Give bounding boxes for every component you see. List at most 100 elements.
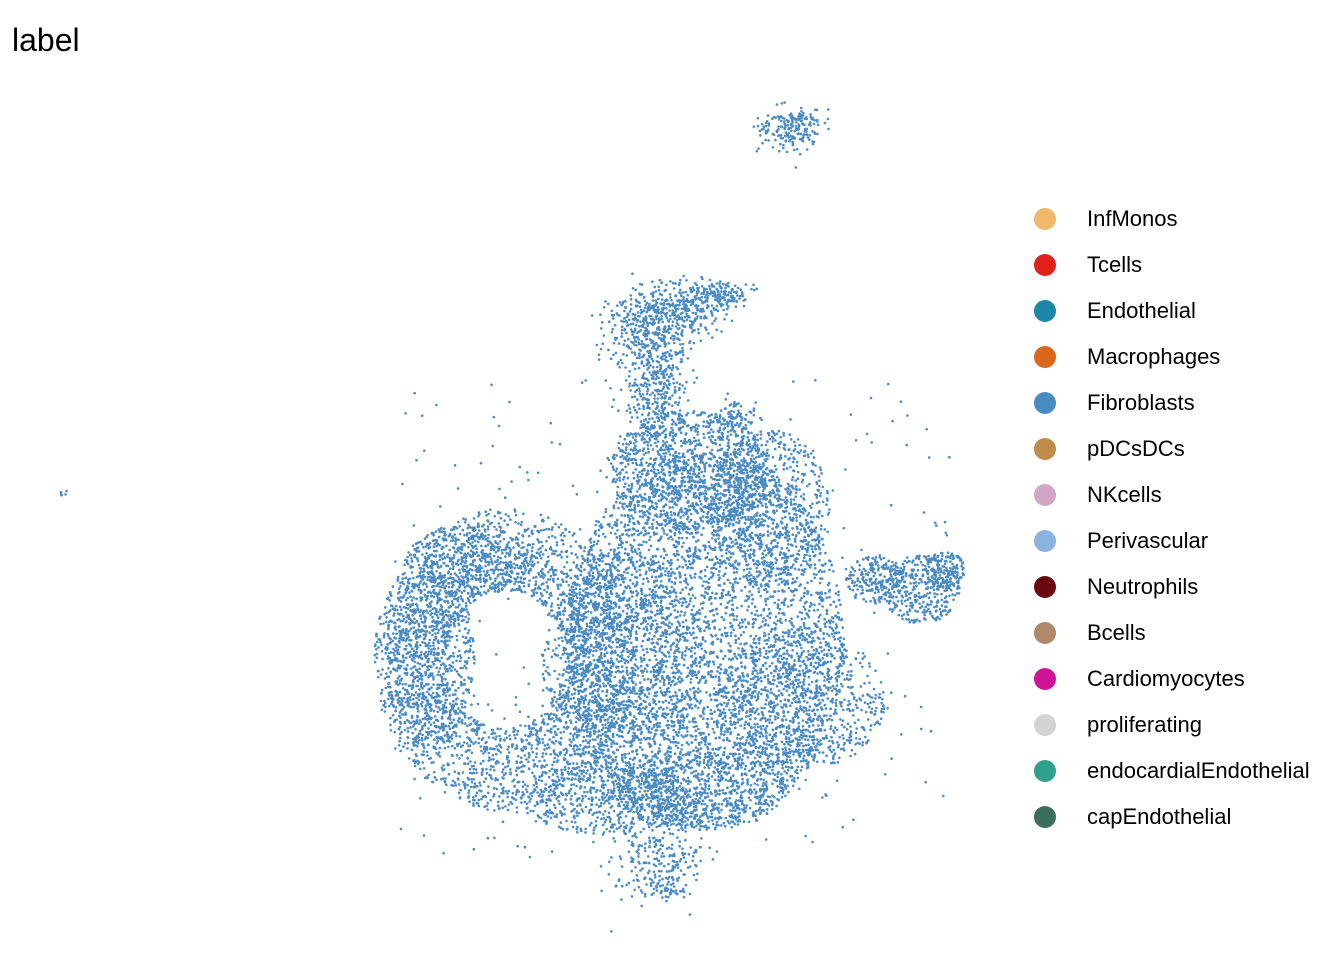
data-point bbox=[417, 710, 420, 713]
data-point bbox=[514, 769, 518, 772]
data-point bbox=[566, 714, 570, 717]
data-point bbox=[577, 728, 581, 731]
data-point bbox=[387, 610, 391, 614]
data-point bbox=[753, 756, 757, 760]
data-point bbox=[450, 721, 454, 724]
data-point bbox=[573, 744, 576, 748]
data-point bbox=[538, 727, 542, 731]
data-point bbox=[514, 793, 518, 796]
data-point bbox=[398, 667, 402, 670]
data-point bbox=[499, 529, 502, 532]
data-point bbox=[436, 683, 439, 687]
data-point bbox=[401, 580, 404, 584]
data-point bbox=[625, 647, 629, 651]
data-point bbox=[458, 525, 462, 528]
data-point bbox=[429, 554, 433, 557]
data-point bbox=[446, 763, 450, 767]
data-point bbox=[559, 533, 563, 537]
data-point bbox=[535, 752, 538, 755]
data-point bbox=[621, 692, 625, 696]
data-point bbox=[437, 736, 440, 739]
data-point bbox=[458, 532, 462, 536]
data-point bbox=[396, 596, 400, 600]
data-point bbox=[415, 696, 418, 700]
data-point bbox=[482, 780, 486, 784]
data-point bbox=[447, 610, 451, 613]
data-point bbox=[545, 527, 548, 531]
data-point bbox=[475, 733, 478, 736]
data-point bbox=[444, 584, 448, 588]
data-point bbox=[418, 719, 421, 722]
data-point bbox=[533, 774, 536, 778]
data-point bbox=[410, 693, 414, 696]
data-point bbox=[427, 693, 431, 696]
data-point bbox=[452, 655, 456, 658]
data-point bbox=[511, 743, 515, 746]
data-point bbox=[461, 705, 464, 709]
data-point bbox=[642, 653, 646, 657]
data-point bbox=[462, 517, 465, 520]
data-point bbox=[374, 643, 377, 646]
data-point bbox=[525, 802, 529, 805]
data-point bbox=[448, 727, 452, 731]
data-point bbox=[405, 673, 409, 676]
data-point bbox=[521, 794, 524, 797]
data-point bbox=[561, 531, 564, 535]
data-point bbox=[465, 532, 469, 535]
data-point bbox=[502, 791, 505, 795]
data-point bbox=[555, 772, 558, 775]
data-point bbox=[454, 709, 458, 713]
data-point bbox=[410, 560, 414, 563]
data-point bbox=[552, 577, 555, 581]
data-point bbox=[472, 650, 475, 654]
data-point bbox=[447, 739, 451, 743]
data-point bbox=[509, 536, 512, 540]
data-point bbox=[537, 540, 541, 544]
data-point bbox=[422, 581, 426, 585]
data-point bbox=[546, 743, 549, 746]
data-point bbox=[407, 757, 411, 760]
data-point bbox=[393, 654, 396, 657]
data-point bbox=[487, 520, 490, 523]
data-point bbox=[527, 570, 531, 573]
data-point bbox=[560, 570, 563, 574]
data-point bbox=[494, 540, 497, 543]
data-point bbox=[522, 770, 525, 773]
data-point bbox=[440, 547, 444, 551]
umap-scatter-plot bbox=[59, 101, 966, 933]
data-point bbox=[423, 555, 427, 559]
data-point bbox=[394, 625, 397, 628]
data-point bbox=[429, 609, 432, 613]
data-point bbox=[405, 644, 408, 648]
data-point bbox=[420, 728, 424, 731]
data-point bbox=[507, 514, 510, 518]
data-point bbox=[443, 534, 446, 537]
data-point bbox=[455, 638, 459, 642]
data-point bbox=[536, 791, 539, 794]
data-point bbox=[573, 692, 576, 695]
data-point bbox=[467, 572, 471, 575]
data-point bbox=[451, 665, 454, 669]
data-point bbox=[412, 649, 416, 653]
data-point bbox=[604, 723, 607, 727]
data-point bbox=[422, 629, 426, 633]
data-point bbox=[463, 521, 467, 524]
data-point bbox=[438, 544, 442, 547]
data-point bbox=[569, 568, 573, 572]
data-point bbox=[422, 744, 425, 748]
data-point bbox=[492, 765, 495, 769]
data-point bbox=[485, 745, 489, 749]
data-point bbox=[484, 544, 487, 548]
data-point bbox=[451, 683, 454, 687]
data-point bbox=[421, 687, 424, 690]
data-point bbox=[605, 612, 608, 615]
data-point bbox=[451, 680, 455, 684]
data-point bbox=[523, 557, 527, 561]
data-point bbox=[481, 553, 485, 557]
data-point bbox=[437, 699, 441, 702]
data-point bbox=[766, 674, 770, 677]
data-point bbox=[564, 660, 567, 664]
data-point bbox=[777, 611, 781, 615]
data-point bbox=[405, 638, 408, 641]
data-point bbox=[424, 670, 427, 674]
